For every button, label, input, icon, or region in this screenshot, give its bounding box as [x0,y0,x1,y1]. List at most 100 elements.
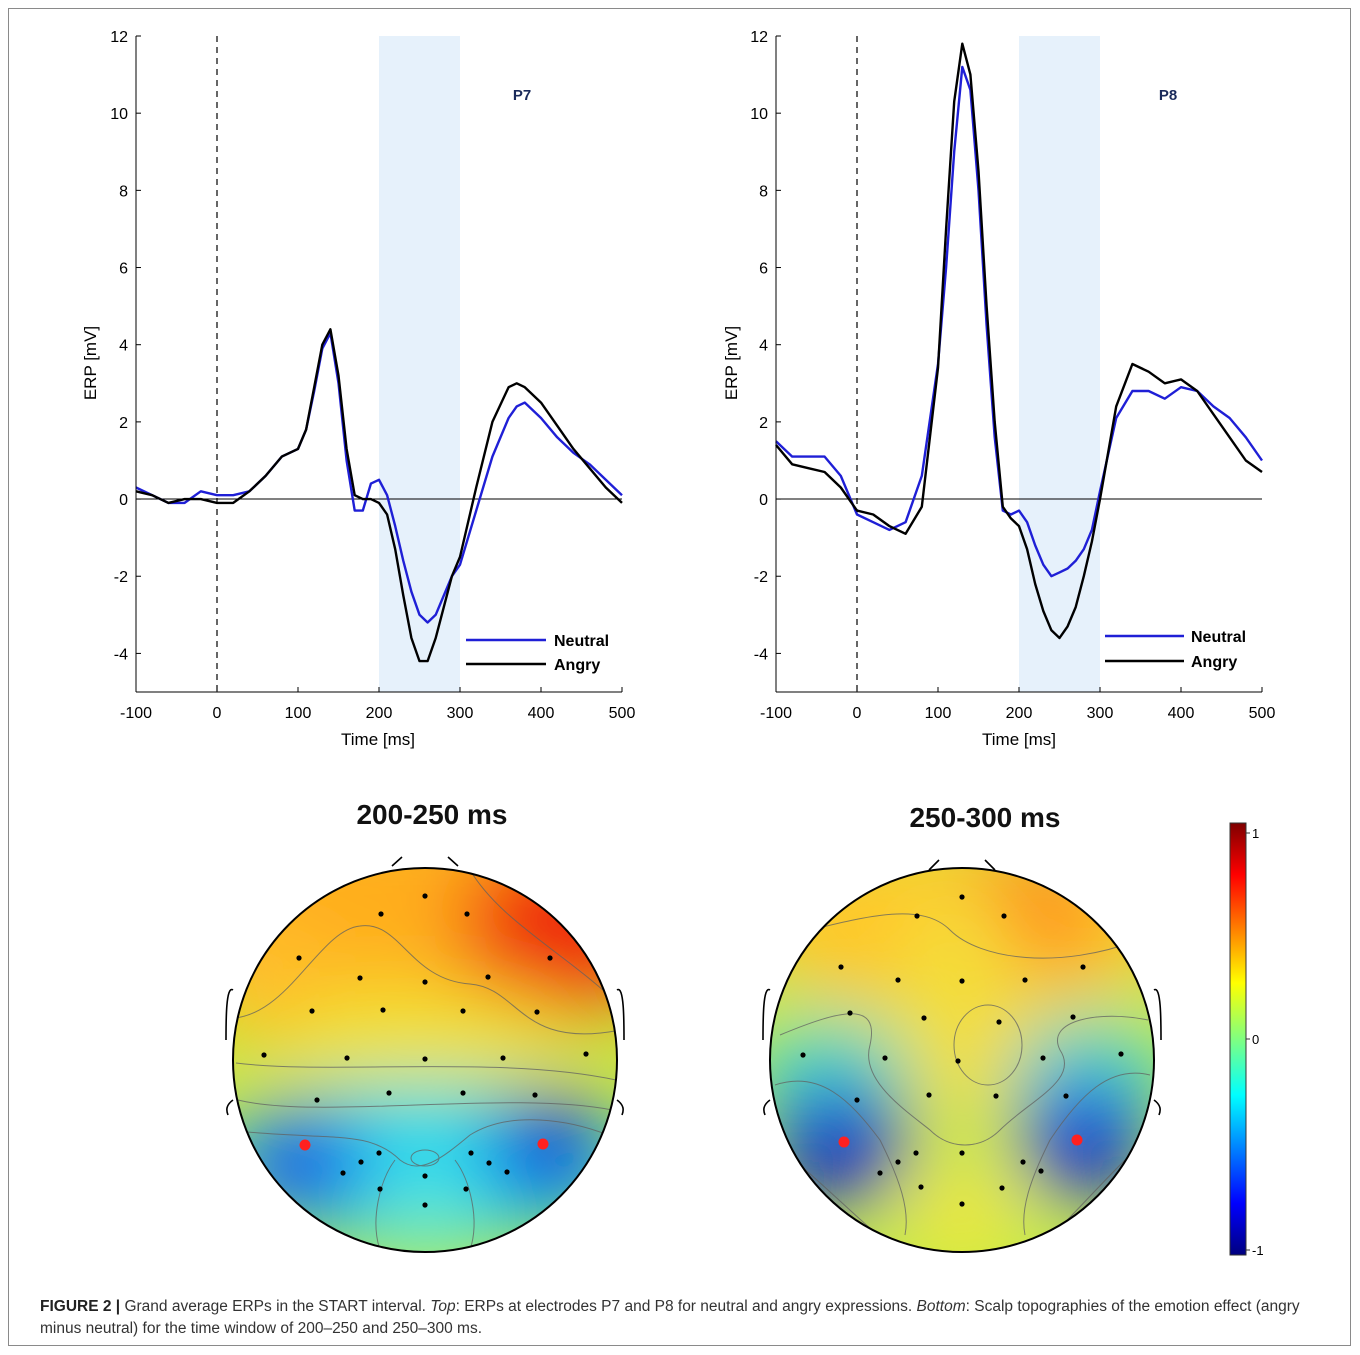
y-tick-label: 6 [119,261,128,278]
scalp-map-1 [225,856,625,1253]
electrode-dot [504,1169,510,1175]
scalp-blob-1-left-front [233,900,320,1040]
y-ticks-p8: -4 -2 0 2 4 6 8 10 12 [750,29,781,663]
legend-p8: Neutral Angry [1105,629,1246,671]
colorbar-label-min: -1 [1252,1243,1264,1258]
caption-figure-label: FIGURE 2 | [40,1298,121,1315]
x-tick-label: 0 [213,705,222,722]
electrode-dot [1020,1159,1026,1165]
electrode-dot [340,1170,346,1176]
contour-1-a [234,925,617,1035]
contour-1-h [410,1149,440,1167]
electrode-dot [500,1055,506,1061]
figure-frame [8,8,1351,1346]
caption-text-1: Grand average ERPs in the START interval… [120,1298,431,1315]
y-ticks-p7: -4 -2 0 2 4 6 8 10 12 [110,29,141,663]
scalp-blob-2-occipital [902,1165,1022,1252]
electrode-dot [547,955,553,961]
electrode-dot [314,1097,320,1103]
y-tick-label: 12 [110,29,128,46]
x-tick-label: 100 [285,705,312,722]
marked-electrode-dot [1071,1134,1083,1146]
electrode-dot [460,1090,466,1096]
electrode-dot [959,1201,965,1207]
x-axis-label-p8: Time [ms] [982,730,1056,749]
x-tick-label: 400 [528,705,555,722]
legend-label-p8-neutral: Neutral [1191,629,1246,646]
x-ticks-p8: -100 0 100 200 300 400 500 [760,687,1275,722]
electrode-dot [1118,1051,1124,1057]
scalp-blob-1-left-post [235,1115,365,1215]
electrode-dot [1001,913,1007,919]
x-tick-label: 300 [447,705,474,722]
left-ear-2 [762,989,771,1116]
scalp-blob-1-right-post [488,1095,608,1205]
y-tick-label: 2 [759,415,768,432]
colorbar-label-zero: 0 [1252,1032,1259,1047]
electrode-dot [996,1019,1002,1025]
electrode-dot [1063,1093,1069,1099]
y-tick-label: 12 [750,29,768,46]
electrode-dot [1070,1014,1076,1020]
x-tick-label: 200 [1006,705,1033,722]
contour-2-d [774,1080,907,1236]
electrode-dot [380,1007,386,1013]
marked-electrode-dot [299,1139,311,1151]
topo-title-2: 250-300 ms [909,802,1060,833]
y-tick-label: 8 [759,183,768,200]
electrode-dot [468,1150,474,1156]
electrode-dot [955,1058,961,1064]
contour-1-d [247,1119,609,1167]
colorbar-label-max: 1 [1252,826,1259,841]
series-line-p8-angry [775,42,1263,640]
scalp-blob-1-center [240,985,580,1075]
electrode-dot [583,1051,589,1057]
electrode-dot [1040,1055,1046,1061]
topo-title-1: 200-250 ms [356,799,507,830]
contour-2-a [789,913,1139,959]
contour-1-b [235,1062,617,1081]
electrode-dot [534,1009,540,1015]
electrode-dot [422,1173,428,1179]
electrode-dot [882,1055,888,1061]
y-tick-label: 4 [119,338,128,355]
electrode-dot [838,964,844,970]
electrode-dot [895,977,901,983]
contour-1-f [375,1159,396,1251]
erp-chart-p8: -4 -2 0 2 4 6 8 10 12 -100 0 100 200 300 400 500 P8 ER… [722,29,1275,749]
electrode-dot [422,1202,428,1208]
contour-2-c [779,1013,1149,1146]
electrode-dot [376,1150,382,1156]
x-tick-label: 500 [1249,705,1276,722]
highlight-window-p8 [1019,36,1100,692]
colorbar: 1 0 -1 [1229,822,1264,1258]
left-ear-1 [225,989,234,1116]
electrode-label-p7: P7 [513,87,531,104]
electrode-dot [921,1015,927,1021]
y-tick-label: -4 [754,646,768,663]
y-tick-label: 4 [759,338,768,355]
nose-1 [391,856,459,867]
caption-text-2: : ERPs at electrodes P7 and P8 for neutr… [455,1298,917,1315]
y-tick-label: 6 [759,261,768,278]
electrode-dot [854,1097,860,1103]
scalp-map-2 [762,859,1162,1253]
electrode-dot [913,1150,919,1156]
electrode-dot [485,974,491,980]
electrode-dot [422,979,428,985]
head-outline-2 [769,867,1155,1253]
electrode-dot [309,1008,315,1014]
legend-p7: Neutral Angry [466,633,609,674]
electrode-dot [847,1010,853,1016]
x-tick-label: 100 [925,705,952,722]
contour-2-b [953,1004,1023,1086]
y-axis-label-p7: ERP [mV] [81,326,100,400]
contour-2-e [1023,1072,1151,1236]
electrode-dot [918,1184,924,1190]
electrode-dot [378,911,384,917]
erp-chart-p7: -4 -2 0 2 4 6 8 10 12 -100 0 100 200 300 400 500 P7 ER… [81,29,635,749]
y-tick-label: -4 [114,646,128,663]
electrode-dot [926,1092,932,1098]
electrode-dot [296,955,302,961]
